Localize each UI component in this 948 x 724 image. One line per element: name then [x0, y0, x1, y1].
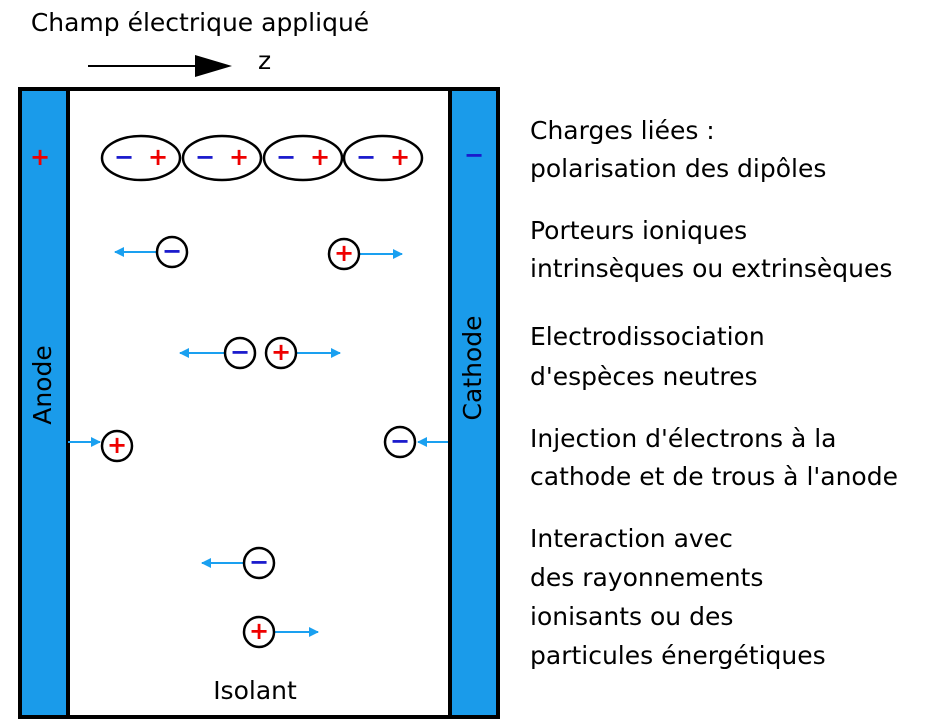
- plus-sign: +: [229, 143, 249, 171]
- plus-sign: +: [390, 143, 410, 171]
- description-line: Interaction avec: [530, 524, 733, 553]
- ion: [100, 429, 134, 463]
- description-line: polarisation des dipôles: [530, 154, 826, 183]
- ion: [223, 336, 257, 370]
- ion: [242, 615, 276, 649]
- description-line: ionisants ou des: [530, 602, 733, 631]
- cell: [18, 87, 500, 719]
- minus-sign: −: [195, 143, 215, 171]
- ion: [383, 425, 417, 459]
- ion: [327, 237, 361, 271]
- description-line: Porteurs ioniques: [530, 216, 747, 245]
- anode: [18, 87, 70, 719]
- cathode-label: Cathode: [458, 316, 487, 421]
- field-arrowhead: [195, 55, 232, 77]
- plus-sign: +: [249, 617, 269, 645]
- minus-sign: −: [356, 143, 376, 171]
- ion: [242, 546, 276, 580]
- plus-sign: +: [334, 239, 354, 267]
- anode-label: Anode: [28, 345, 57, 425]
- plus-sign: +: [148, 143, 168, 171]
- plus-sign: +: [310, 143, 330, 171]
- description-line: cathode et de trous à l'anode: [530, 462, 898, 491]
- ion: [155, 235, 189, 269]
- dipole: [262, 134, 344, 182]
- dipole: [342, 134, 424, 182]
- minus-sign: −: [162, 237, 182, 265]
- description-line: Electrodissociation: [530, 322, 765, 351]
- anode-sign: +: [30, 143, 50, 171]
- description-line: Injection d'électrons à la: [530, 424, 837, 453]
- insulator-label: Isolant: [213, 676, 297, 705]
- minus-sign: −: [276, 143, 296, 171]
- title: Champ électrique appliqué: [31, 8, 369, 37]
- description-line: des rayonnements: [530, 563, 763, 592]
- cathode-sign: −: [464, 141, 484, 169]
- ion: [264, 336, 298, 370]
- description-line: particules énergétiques: [530, 641, 826, 670]
- minus-sign: −: [230, 338, 250, 366]
- minus-sign: −: [114, 143, 134, 171]
- dipole: [100, 134, 182, 182]
- minus-sign: −: [390, 427, 410, 455]
- cathode: [448, 87, 500, 719]
- plus-sign: +: [271, 338, 291, 366]
- description-line: Charges liées :: [530, 116, 715, 145]
- plus-sign: +: [107, 431, 127, 459]
- minus-sign: −: [249, 548, 269, 576]
- dipole: [181, 134, 263, 182]
- elements: − + − + − + − +− +− ++ −−+Charges liées :polarisat…: [68, 116, 898, 670]
- description-line: d'espèces neutres: [530, 362, 758, 391]
- axis-label: z: [258, 46, 271, 75]
- description-line: intrinsèques ou extrinsèques: [530, 254, 892, 283]
